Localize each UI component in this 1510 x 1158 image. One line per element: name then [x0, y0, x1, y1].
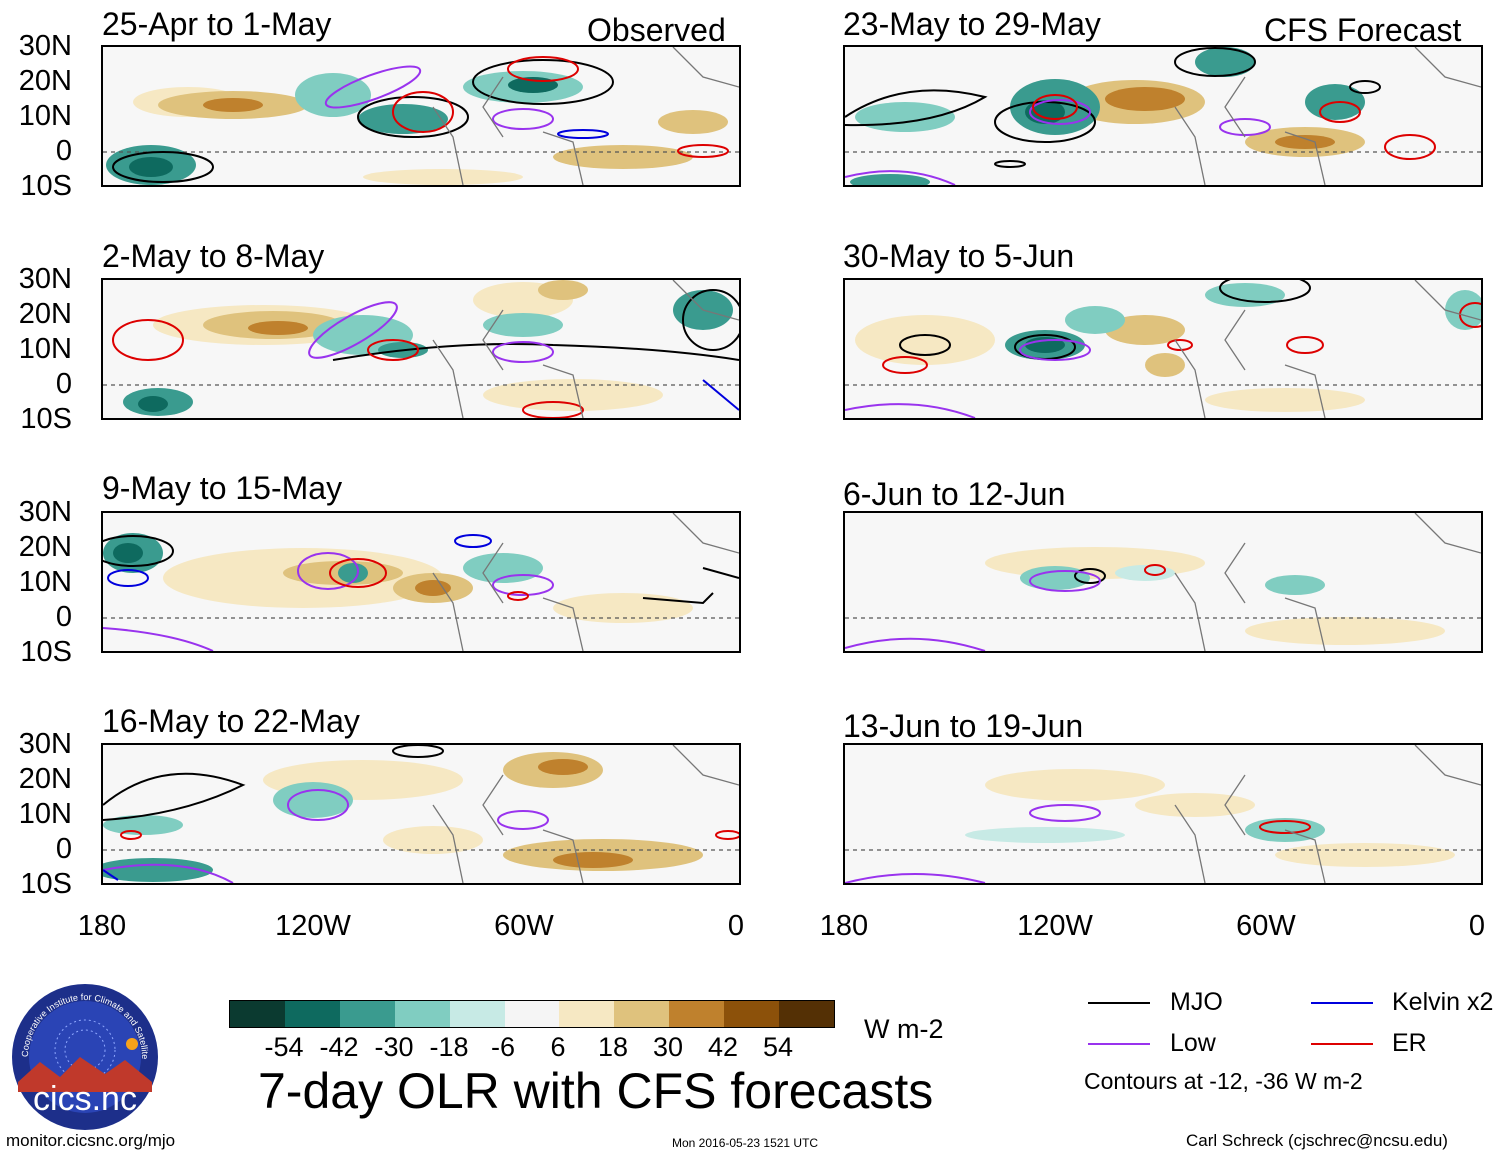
panel-date-range: 13-Jun to 19-Jun — [843, 708, 1084, 744]
panel-date-range: 25-Apr to 1-May — [102, 6, 332, 42]
lon-label: 180 — [77, 910, 127, 942]
map-field — [103, 745, 739, 883]
colorbar-swatch — [449, 1001, 505, 1027]
panel-date-range: 2-May to 8-May — [102, 238, 325, 274]
panel-date-range: 23-May to 29-May — [843, 6, 1101, 42]
lat-label: 10S — [20, 636, 72, 668]
colorbar-units: W m-2 — [864, 1014, 944, 1044]
colorbar-tick: -18 — [429, 1032, 469, 1062]
colorbar-swatch — [614, 1001, 670, 1027]
lat-label: 0 — [55, 601, 72, 633]
colorbar-swatch — [394, 1001, 450, 1027]
map-field — [845, 280, 1481, 418]
lon-label: 0 — [727, 910, 745, 942]
lat-label: 20N — [18, 763, 72, 795]
lat-label: 20N — [18, 531, 72, 563]
panel-date-range: 16-May to 22-May — [102, 703, 360, 739]
map-field — [845, 513, 1481, 651]
colorbar-swatch — [724, 1001, 780, 1027]
colorbar-tick: 18 — [597, 1032, 629, 1062]
panel-date-range: 9-May to 15-May — [102, 470, 343, 506]
olr-map-panel — [843, 511, 1483, 653]
olr-map-panel — [101, 743, 741, 885]
lon-label: 60W — [494, 910, 554, 942]
legend-label: Kelvin x2 — [1392, 988, 1494, 1016]
legend-line-kelvin — [1311, 1002, 1373, 1004]
colorbar-swatch — [284, 1001, 340, 1027]
lon-label: 0 — [1468, 910, 1486, 942]
olr-map-panel — [101, 45, 741, 187]
colorbar-swatch — [230, 1001, 285, 1027]
legend-line-er — [1311, 1043, 1373, 1045]
colorbar-tick: 54 — [762, 1032, 794, 1062]
logo-text: cics.nc — [33, 1080, 137, 1118]
footer-url[interactable]: monitor.cicsnc.org/mjo — [6, 1131, 176, 1150]
lat-label: 0 — [55, 368, 72, 400]
olr-map-panel — [843, 278, 1483, 420]
panel-date-range: 30-May to 5-Jun — [843, 238, 1075, 274]
lat-label: 10N — [18, 798, 72, 830]
colorbar-tick: -30 — [374, 1032, 414, 1062]
lon-label: 120W — [1017, 910, 1093, 942]
colorbar-swatch — [779, 1001, 834, 1027]
colorbar-tick: 6 — [550, 1032, 566, 1062]
colorbar-swatch — [559, 1001, 615, 1027]
lat-label: 30N — [18, 263, 72, 295]
lat-label: 30N — [18, 30, 72, 62]
legend-label: MJO — [1170, 988, 1223, 1016]
map-field — [845, 745, 1481, 883]
legend-line-mjo — [1088, 1002, 1150, 1004]
footer-author: Carl Schreck (cjschrec@ncsu.edu) — [1186, 1131, 1448, 1150]
lat-label: 20N — [18, 65, 72, 97]
main-title: 7-day OLR with CFS forecasts — [258, 1063, 934, 1119]
legend-line-low — [1088, 1043, 1150, 1045]
lat-label: 10N — [18, 566, 72, 598]
lat-label: 10S — [20, 403, 72, 435]
lat-label: 0 — [55, 833, 72, 865]
olr-map-panel — [101, 278, 741, 420]
olr-map-panel — [101, 511, 741, 653]
colorbar-tick: -6 — [490, 1032, 516, 1062]
lat-label: 10S — [20, 170, 72, 202]
lat-label: 10S — [20, 868, 72, 900]
lon-label: 180 — [819, 910, 869, 942]
logo-emblem-icon: Cooperative Institute for Climate and Sa… — [8, 974, 158, 1130]
map-field — [845, 47, 1481, 185]
colorbar-tick: 30 — [652, 1032, 684, 1062]
colorbar-swatch — [669, 1001, 725, 1027]
map-field — [103, 513, 739, 651]
panel-date-range: 6-Jun to 12-Jun — [843, 476, 1066, 512]
lat-label: 10N — [18, 100, 72, 132]
lat-label: 30N — [18, 728, 72, 760]
cics-logo: Cooperative Institute for Climate and Sa… — [8, 974, 160, 1132]
contour-note: Contours at -12, -36 W m-2 — [1084, 1068, 1363, 1094]
lat-label: 20N — [18, 298, 72, 330]
olr-map-panel — [843, 743, 1483, 885]
lon-label: 60W — [1236, 910, 1296, 942]
lat-label: 30N — [18, 496, 72, 528]
olr-map-panel — [843, 45, 1483, 187]
lat-label: 0 — [55, 135, 72, 167]
footer-timestamp: Mon 2016-05-23 1521 UTC — [672, 1136, 819, 1150]
map-field — [103, 280, 739, 418]
lat-label: 10N — [18, 333, 72, 365]
observed-label: Observed — [587, 12, 726, 48]
colorbar-tick: -54 — [264, 1032, 304, 1062]
colorbar-swatch — [504, 1001, 560, 1027]
colorbar-swatch — [339, 1001, 395, 1027]
lon-label: 120W — [275, 910, 351, 942]
colorbar-tick: -42 — [319, 1032, 359, 1062]
legend-label: Low — [1170, 1029, 1216, 1057]
cfs-forecast-label: CFS Forecast — [1264, 12, 1462, 48]
colorbar-tick: 42 — [707, 1032, 739, 1062]
map-field — [103, 47, 739, 185]
legend-label: ER — [1392, 1029, 1427, 1057]
colorbar — [229, 1000, 835, 1028]
